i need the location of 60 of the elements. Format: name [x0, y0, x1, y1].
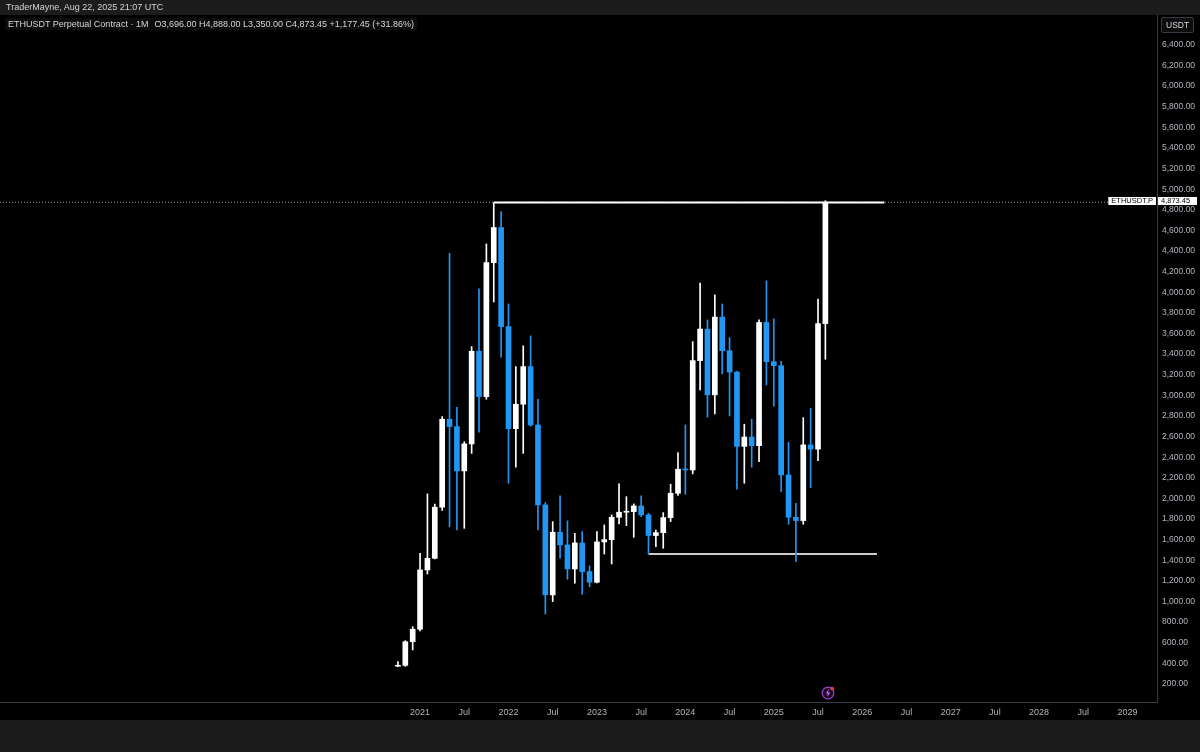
- y-tick-label: 1,600.00: [1162, 534, 1196, 544]
- y-tick-label: 2,600.00: [1162, 430, 1196, 441]
- y-tick-label: 3,000.00: [1162, 389, 1196, 400]
- x-tick-label: 2022: [498, 706, 519, 717]
- x-tick-label: 2027: [940, 706, 961, 717]
- y-tick-label: 4,200.00: [1162, 266, 1196, 276]
- text: O3,696.00 H4,888.00 L3,350.00 C4,873.45 +1,177.45 (+31.86%): [154, 19, 415, 29]
- y-axis-title: USDT: [1161, 17, 1195, 33]
- x-tick-label: 2026: [852, 706, 873, 717]
- x-tick-label: Jul: [723, 706, 736, 717]
- candlestick: [793, 502, 799, 562]
- candlestick: [630, 503, 637, 538]
- candlestick: [601, 524, 608, 555]
- x-tick-label: 2025: [763, 706, 784, 717]
- y-tick-label: 6,400.00: [1162, 39, 1196, 50]
- y-tick-label: 600.00: [1162, 637, 1189, 648]
- y-tick-label: 3,800.00: [1162, 307, 1196, 318]
- candlestick: [616, 483, 622, 525]
- y-tick-label: 3,200.00: [1162, 369, 1196, 380]
- y-tick-label: 5,600.00: [1162, 121, 1196, 132]
- y-tick-label: 1,000.00: [1162, 595, 1196, 606]
- y-tick-label: 5,800.00: [1162, 101, 1196, 112]
- x-tick-label: Jul: [989, 706, 1001, 717]
- candlestick: [748, 418, 755, 468]
- y-tick-label: 4,600.00: [1162, 224, 1196, 235]
- text: TraderMayne, Aug 22, 2025 21:07 UTC: [6, 2, 164, 12]
- x-tick-label: Jul: [546, 706, 559, 717]
- y-tick-label: 3,400.00: [1162, 348, 1196, 359]
- y-tick-label: 200.00: [1162, 678, 1189, 689]
- y-tick-label: 800.00: [1162, 616, 1189, 627]
- y-tick-label: 2,400.00: [1162, 451, 1196, 462]
- y-tick-label: 5,000.00: [1162, 183, 1196, 194]
- candlestick: [741, 423, 748, 484]
- x-tick-label: Jul: [458, 706, 471, 717]
- x-tick-label: Jul: [1077, 706, 1090, 717]
- x-tick-label: 2021: [410, 706, 431, 717]
- x-tick-label: Jul: [900, 706, 913, 717]
- y-tick-label: 1,200.00: [1162, 575, 1196, 586]
- x-tick-label: 2029: [1117, 706, 1138, 717]
- y-tick-label: 2,000.00: [1162, 492, 1196, 503]
- y-tick-label: 5,200.00: [1162, 162, 1196, 173]
- x-tick-label: Jul: [812, 706, 824, 717]
- x-tick-label: Jul: [635, 706, 647, 717]
- candlestick: [557, 495, 563, 559]
- text: ETHUSDT Perpetual Contract · 1M: [8, 19, 149, 29]
- y-tick-label: 3,600.00: [1162, 327, 1196, 338]
- y-tick-label: 6,000.00: [1162, 80, 1196, 91]
- y-tick-label: 4,800.00: [1162, 204, 1196, 215]
- x-tick-label: 2028: [1029, 706, 1050, 717]
- x-tick-label: 2023: [586, 706, 607, 717]
- y-tick-label: 1,800.00: [1162, 513, 1196, 524]
- y-tick-label: 1,400.00: [1162, 554, 1196, 565]
- y-tick-label: 4,000.00: [1162, 286, 1196, 297]
- y-tick-label: 2,200.00: [1162, 472, 1196, 483]
- y-tick-label: 4,400.00: [1162, 245, 1196, 256]
- y-tick-label: 2,800.00: [1162, 410, 1196, 421]
- y-tick-label: 400.00: [1162, 657, 1189, 668]
- y-tick-label: 6,200.00: [1162, 59, 1196, 70]
- y-tick-label: 5,400.00: [1162, 142, 1196, 153]
- x-tick-label: 2024: [675, 706, 696, 717]
